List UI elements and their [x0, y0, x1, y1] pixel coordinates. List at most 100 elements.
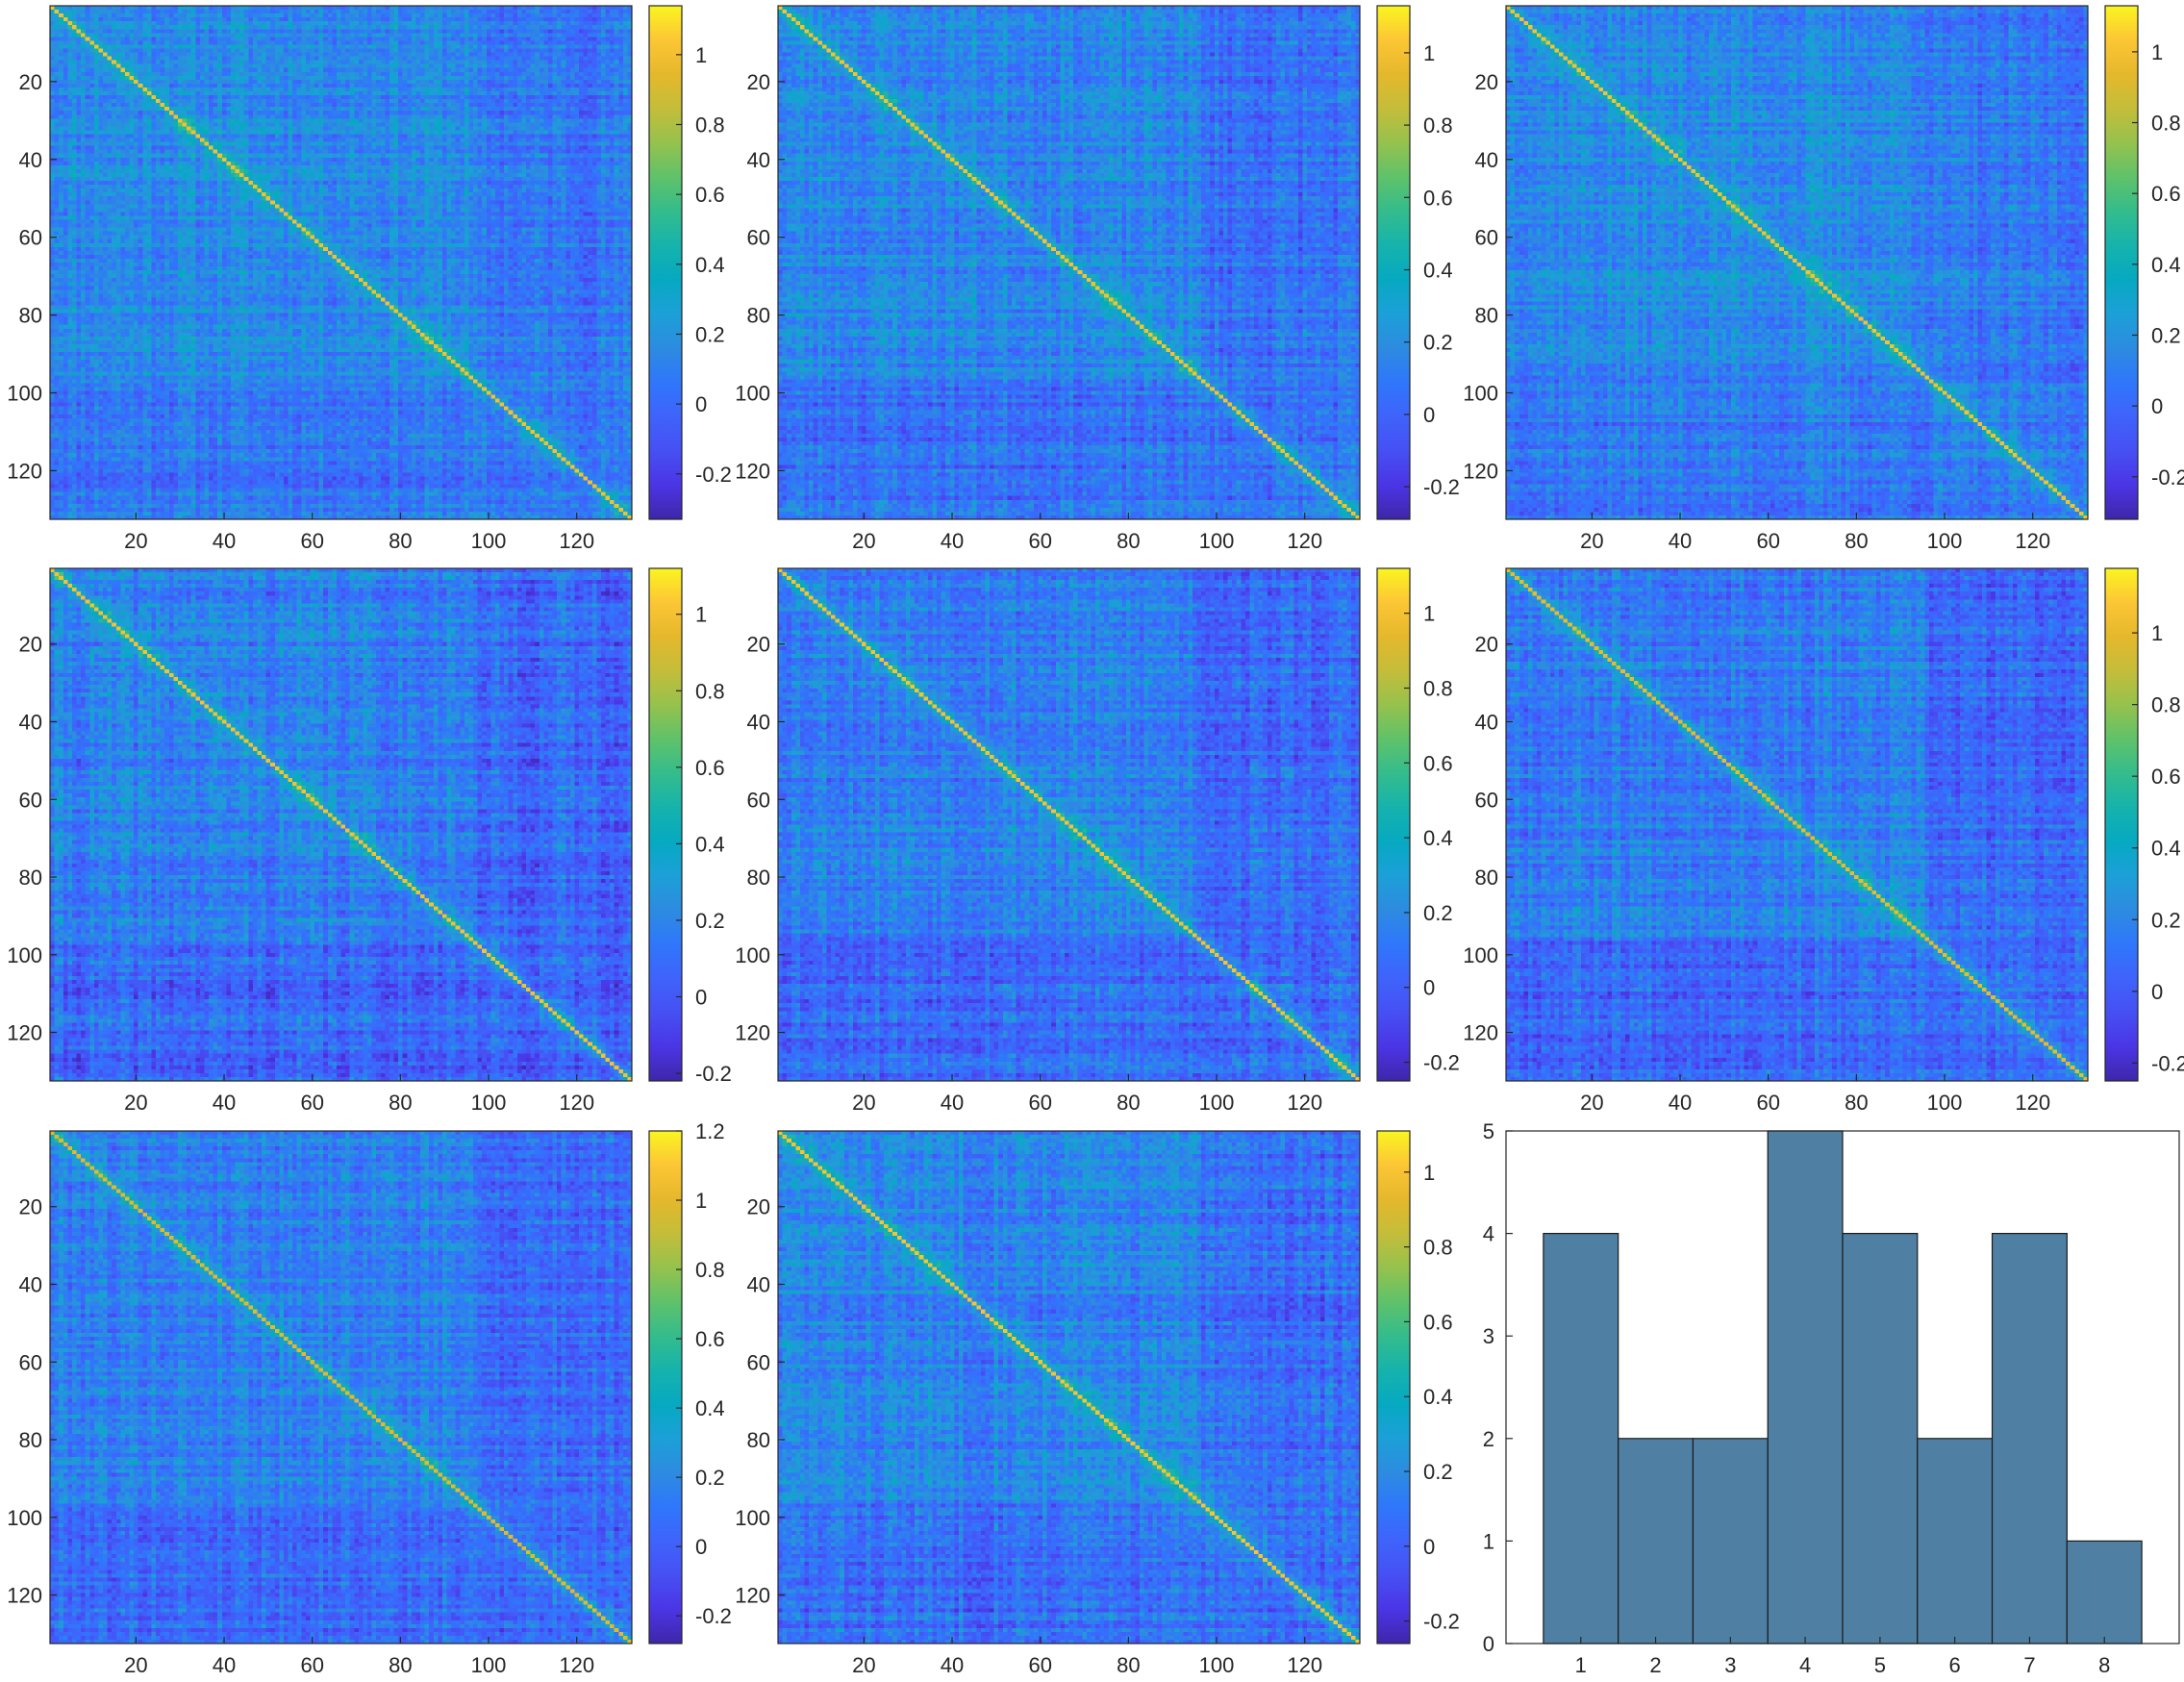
x-tick-label: 40	[213, 1653, 236, 1677]
matrix-3: 20 40 60 80 100 120 20 40 60 80 100 120 -0.2 0 0.2 0.4 0…	[1463, 5, 2184, 553]
x-tick-label: 80	[389, 1653, 412, 1677]
x-tick-label: 60	[300, 1653, 323, 1677]
x-tick-label: 120	[1287, 529, 1322, 553]
matrix-1: 20 40 60 80 100 120 20 40 60 80 100 120 -0.2 0 0.2 0.4 0…	[7, 5, 732, 553]
y-tick-label: 40	[19, 148, 42, 172]
x-tick-label: 80	[1845, 1091, 1868, 1115]
histogram-bar-8	[2066, 1540, 2143, 1644]
colorbar-tick-label: -0.2	[1423, 1051, 1460, 1075]
axes-box	[777, 567, 1361, 1082]
axis-ticks: 20 40 60 80 100 120 20 40 60 80 100 120	[735, 70, 1322, 553]
colorbar-tick-label: -0.2	[1423, 1610, 1460, 1634]
y-tick-label: 5	[1483, 1119, 1494, 1143]
colorbar-tick-label: 0.8	[2151, 693, 2181, 717]
colorbar-tick-label: 0.6	[1423, 186, 1453, 210]
colorbar-tick-label: 0.2	[2151, 908, 2181, 932]
axis-ticks: 20 40 60 80 100 120 20 40 60 80 100 120	[735, 1195, 1322, 1677]
axis-ticks: 20 40 60 80 100 120 20 40 60 80 100 120	[7, 1195, 594, 1677]
x-tick-label: 100	[1927, 1091, 1963, 1115]
colorbar-tick-label: 1	[2151, 40, 2163, 64]
colorbar-tick-label: 0	[2151, 394, 2163, 418]
heatmap-cells	[1506, 6, 2088, 519]
x-tick-label: 60	[1028, 529, 1051, 553]
x-tick-label: 80	[1117, 1653, 1140, 1677]
colorbar-tick-label: 0.8	[1423, 676, 1453, 700]
axis-ticks: 20 40 60 80 100 120 20 40 60 80 100 120	[7, 633, 594, 1115]
x-tick-label: 100	[471, 529, 507, 553]
colorbar: -0.2 0 0.2 0.4 0.6 0.8 1	[1376, 1130, 1460, 1644]
heatmap-cells	[50, 6, 632, 519]
colorbar-tick-label: 0.4	[1423, 259, 1453, 283]
y-tick-label: 80	[747, 304, 770, 328]
colorbar-tick-label: 1	[695, 603, 707, 627]
y-tick-label: 120	[7, 1584, 42, 1608]
colorbar-tick-label: 0.8	[1423, 1236, 1453, 1260]
x-tick-label: 80	[389, 529, 412, 553]
y-tick-label: 80	[747, 866, 770, 890]
colorbar-tick-label: 0.6	[1423, 1310, 1453, 1334]
colorbar-gradient	[648, 5, 683, 520]
x-tick-label: 60	[1756, 529, 1779, 553]
axes-box	[1505, 5, 2089, 520]
colorbar-tick-label: 1	[1423, 1161, 1435, 1185]
x-tick-label: 100	[1199, 1091, 1235, 1115]
colorbar-tick-label: 0.6	[1423, 751, 1453, 775]
x-tick-label: 3	[1724, 1653, 1736, 1677]
x-tick-label: 80	[389, 1091, 412, 1115]
colorbar-gradient	[2104, 5, 2139, 520]
axes-box	[777, 1130, 1361, 1644]
x-tick-label: 20	[852, 1653, 875, 1677]
histogram-bar-6	[1917, 1438, 1994, 1644]
x-tick-label: 20	[124, 1653, 147, 1677]
axes-box	[49, 5, 633, 520]
colorbar: -0.2 0 0.2 0.4 0.6 0.8 1	[2104, 567, 2184, 1082]
colorbar-tick-label: -0.2	[2151, 1051, 2184, 1075]
colorbar-tick-label: -0.2	[695, 463, 732, 487]
x-tick-label: 8	[2098, 1653, 2110, 1677]
x-tick-label: 60	[1028, 1091, 1051, 1115]
heatmap-cells	[778, 1131, 1360, 1644]
axis-ticks: 20 40 60 80 100 120 20 40 60 80 100 120	[1463, 633, 2050, 1115]
y-tick-label: 60	[747, 226, 770, 250]
colorbar-tick-label: 0.2	[1423, 1460, 1453, 1484]
y-tick-label: 80	[1475, 866, 1498, 890]
y-tick-label: 2	[1483, 1427, 1494, 1451]
colorbar-tick-label: 0	[695, 985, 707, 1009]
y-tick-label: 60	[19, 226, 42, 250]
y-tick-label: 40	[1475, 710, 1498, 734]
x-tick-label: 1	[1575, 1653, 1587, 1677]
colorbar: -0.2 0 0.2 0.4 0.6 0.8 1	[648, 5, 732, 520]
y-tick-label: 40	[747, 148, 770, 172]
y-tick-label: 60	[747, 788, 770, 812]
colorbar-tick-label: 0.6	[695, 756, 725, 780]
colorbar-tick-label: 0.4	[695, 1396, 725, 1420]
y-tick-label: 20	[19, 1195, 42, 1219]
colorbar-tick-label: 0.8	[2151, 112, 2181, 136]
y-tick-label: 120	[735, 1021, 770, 1045]
axis-ticks: 20 40 60 80 100 120 20 40 60 80 100 120	[735, 633, 1322, 1115]
matrix-7: 20 40 60 80 100 120 20 40 60 80 100 120 -0.2 0 0.2 0.4 0…	[7, 1119, 732, 1677]
colorbar-tick-label: 0.2	[695, 909, 725, 933]
colorbar: -0.2 0 0.2 0.4 0.6 0.8 1 1.2	[648, 1119, 732, 1644]
y-tick-label: 4	[1483, 1222, 1494, 1246]
x-tick-label: 20	[1580, 1091, 1603, 1115]
axes-box	[49, 567, 633, 1082]
colorbar-tick-label: 0.6	[2151, 765, 2181, 789]
x-tick-label: 120	[1287, 1653, 1322, 1677]
y-tick-label: 20	[19, 70, 42, 94]
colorbar-tick-label: 0.2	[1423, 901, 1453, 925]
histogram-bar-3	[1692, 1438, 1769, 1644]
y-tick-label: 40	[1475, 148, 1498, 172]
colorbar-tick-label: 1	[2151, 621, 2163, 645]
y-tick-label: 120	[1463, 459, 1498, 483]
y-tick-label: 20	[747, 633, 770, 657]
colorbar-tick-label: 0.4	[1423, 1385, 1453, 1409]
colorbar-tick-label: 0.6	[695, 183, 725, 207]
x-tick-label: 80	[1117, 529, 1140, 553]
matrix-8: 20 40 60 80 100 120 20 40 60 80 100 120 -0.2 0 0.2 0.4 0…	[735, 1130, 1460, 1677]
colorbar: -0.2 0 0.2 0.4 0.6 0.8 1	[2104, 5, 2184, 520]
x-tick-label: 20	[852, 529, 875, 553]
y-tick-label: 100	[7, 382, 42, 406]
y-tick-label: 100	[7, 943, 42, 967]
